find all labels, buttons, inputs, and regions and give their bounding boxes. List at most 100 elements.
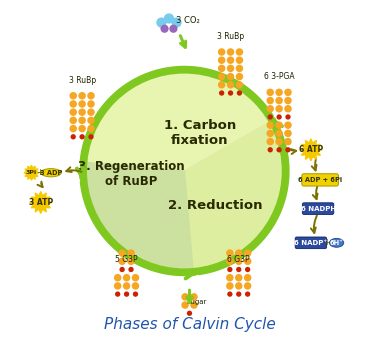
Circle shape (236, 73, 243, 80)
Text: 3 ADP: 3 ADP (40, 170, 62, 176)
Circle shape (284, 105, 292, 113)
Circle shape (245, 291, 250, 297)
Circle shape (118, 249, 126, 257)
Circle shape (132, 282, 139, 290)
Polygon shape (83, 162, 193, 272)
Text: 3Pi: 3Pi (26, 170, 37, 175)
Circle shape (69, 108, 77, 116)
Text: 6 G3P: 6 G3P (227, 255, 250, 264)
Circle shape (284, 138, 292, 145)
FancyBboxPatch shape (302, 203, 334, 214)
Circle shape (236, 48, 243, 56)
Text: Phases of Calvin Cycle: Phases of Calvin Cycle (103, 317, 276, 332)
Circle shape (266, 138, 274, 145)
Circle shape (244, 274, 251, 281)
Circle shape (190, 301, 198, 309)
Circle shape (244, 282, 251, 290)
Text: 6 ATP: 6 ATP (299, 145, 323, 154)
Circle shape (227, 56, 234, 64)
Circle shape (237, 90, 242, 96)
Circle shape (226, 274, 233, 281)
Circle shape (78, 117, 86, 124)
FancyBboxPatch shape (295, 237, 327, 249)
Text: 5 G3P: 5 G3P (115, 255, 138, 264)
Circle shape (226, 282, 233, 290)
Circle shape (284, 130, 292, 137)
Circle shape (87, 92, 95, 100)
Circle shape (266, 105, 274, 113)
Text: 6 NADP⁺: 6 NADP⁺ (294, 240, 327, 246)
Circle shape (276, 147, 282, 153)
Circle shape (128, 267, 134, 272)
Circle shape (244, 249, 251, 257)
Text: 2. Reduction: 2. Reduction (168, 199, 262, 212)
Circle shape (127, 258, 135, 265)
Text: +: + (36, 168, 43, 177)
Circle shape (132, 274, 139, 281)
Circle shape (160, 25, 169, 33)
Circle shape (244, 258, 251, 265)
Circle shape (236, 65, 243, 72)
Circle shape (235, 282, 243, 290)
Circle shape (171, 17, 182, 28)
Circle shape (285, 114, 291, 120)
Text: 6 3-PGA: 6 3-PGA (264, 72, 294, 81)
Circle shape (119, 267, 125, 272)
Circle shape (87, 117, 95, 124)
Circle shape (266, 130, 274, 137)
Circle shape (80, 134, 85, 140)
Circle shape (114, 282, 121, 290)
Circle shape (227, 267, 233, 272)
Circle shape (218, 65, 226, 72)
Circle shape (115, 291, 121, 297)
Circle shape (70, 134, 76, 140)
Circle shape (275, 89, 283, 96)
Circle shape (275, 97, 283, 104)
Circle shape (124, 291, 129, 297)
Text: 6H⁺: 6H⁺ (330, 240, 343, 246)
Circle shape (227, 81, 234, 89)
Text: 1. Carbon
fixation: 1. Carbon fixation (164, 119, 236, 147)
Circle shape (228, 90, 233, 96)
Text: 6 ADP + 6Pi: 6 ADP + 6Pi (298, 177, 342, 183)
Circle shape (69, 92, 77, 100)
Circle shape (275, 138, 283, 145)
Ellipse shape (41, 169, 61, 177)
Circle shape (268, 147, 273, 153)
Circle shape (87, 125, 95, 132)
Circle shape (266, 97, 274, 104)
Circle shape (226, 249, 233, 257)
Circle shape (87, 100, 95, 108)
Circle shape (227, 48, 234, 56)
Circle shape (218, 73, 226, 80)
Polygon shape (300, 139, 322, 161)
Circle shape (284, 121, 292, 129)
Circle shape (218, 56, 226, 64)
Circle shape (78, 125, 86, 132)
Circle shape (169, 25, 177, 33)
Circle shape (218, 48, 226, 56)
Circle shape (275, 130, 283, 137)
Circle shape (78, 108, 86, 116)
Circle shape (275, 105, 283, 113)
Circle shape (236, 267, 241, 272)
Circle shape (236, 56, 243, 64)
Circle shape (285, 147, 291, 153)
Circle shape (123, 282, 130, 290)
Circle shape (266, 89, 274, 96)
FancyBboxPatch shape (302, 174, 338, 186)
Text: 3. Regeneration
of RuBP: 3. Regeneration of RuBP (78, 160, 185, 188)
Circle shape (236, 291, 241, 297)
Circle shape (235, 274, 243, 281)
Circle shape (78, 92, 86, 100)
Text: 3 RuBp: 3 RuBp (217, 32, 244, 41)
Circle shape (245, 267, 250, 272)
Circle shape (227, 291, 233, 297)
Polygon shape (184, 121, 285, 272)
Circle shape (118, 258, 126, 265)
Circle shape (266, 121, 274, 129)
Text: +: + (323, 238, 330, 247)
Circle shape (69, 125, 77, 132)
Text: 3 ATP: 3 ATP (28, 198, 53, 207)
Circle shape (227, 65, 234, 72)
